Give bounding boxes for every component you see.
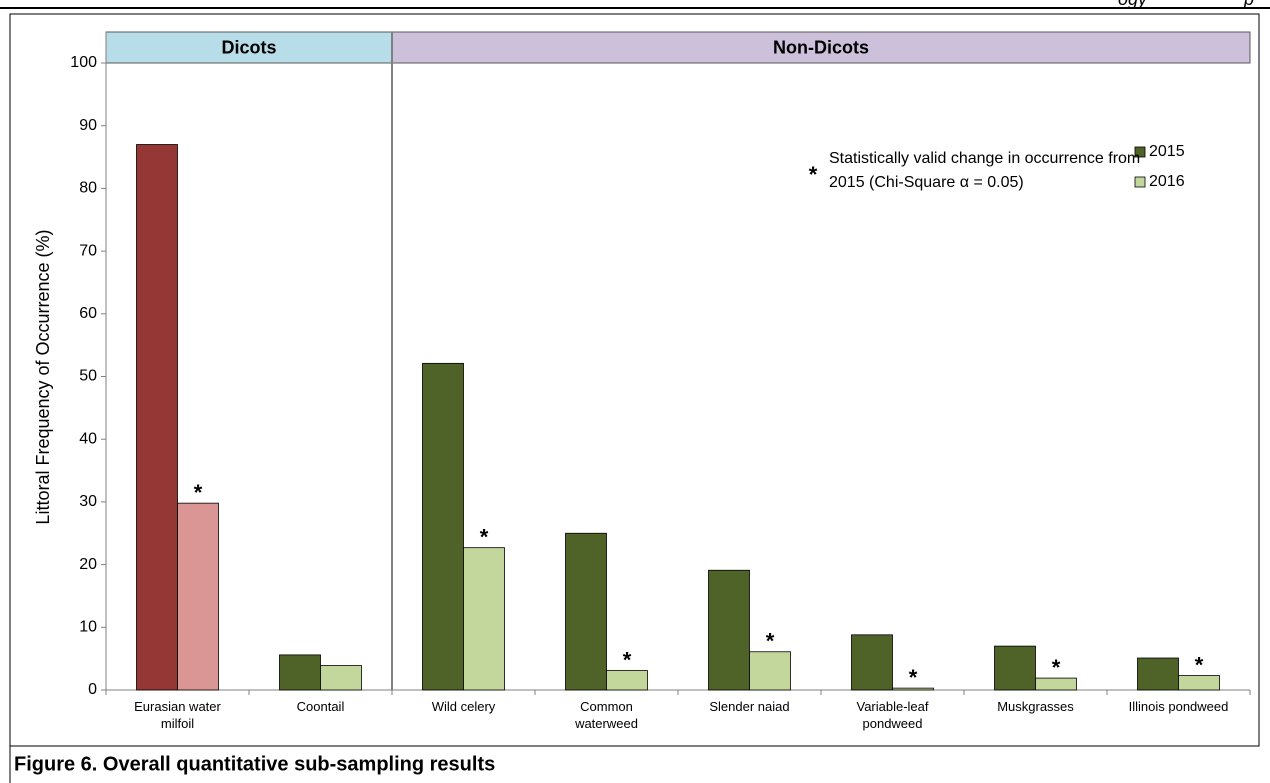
x-tick-label-line: Wild celery — [432, 699, 496, 714]
bar — [606, 670, 648, 691]
bar — [1178, 675, 1220, 691]
y-tick-label: 50 — [79, 368, 97, 385]
group-label: Dicots — [221, 37, 276, 57]
group-header — [105, 31, 393, 64]
group-header — [391, 31, 1251, 64]
legend-label: 2015 — [1149, 143, 1185, 160]
legend-swatch — [1134, 146, 1146, 158]
x-tick-label: Wild celery — [432, 699, 496, 714]
x-tick-label-line: milfoil — [161, 716, 194, 731]
bar — [136, 144, 178, 691]
bar — [749, 651, 791, 691]
x-tick-label-line: waterweed — [574, 716, 638, 731]
x-tick-label-line: Muskgrasses — [997, 699, 1074, 714]
bar — [851, 634, 893, 691]
significance-marker: * — [1052, 655, 1061, 680]
x-tick-label-line: Common — [580, 699, 633, 714]
y-tick-label: 80 — [79, 180, 97, 197]
bar — [177, 502, 219, 691]
bar — [279, 654, 321, 691]
significance-marker: * — [766, 629, 775, 654]
bar — [1137, 657, 1179, 691]
bar — [422, 362, 464, 691]
x-tick-label: Illinois pondweed — [1129, 699, 1229, 714]
x-tick-label-line: Illinois pondweed — [1129, 699, 1229, 714]
x-tick-label-line: Variable-leaf — [856, 699, 928, 714]
y-tick-label: 70 — [79, 242, 97, 259]
y-tick-label: 30 — [79, 493, 97, 510]
figure-frame — [9, 13, 1260, 747]
legend-marker: * — [809, 162, 818, 187]
significance-note: 2015 (Chi-Square α = 0.05) — [829, 174, 1024, 191]
bar — [565, 532, 607, 691]
bar — [708, 569, 750, 691]
significance-marker: * — [623, 647, 632, 672]
header-fragment: ogy — [1118, 0, 1148, 9]
y-axis-label: Littoral Frequency of Occurrence (%) — [33, 229, 53, 524]
y-tick-label: 90 — [79, 117, 97, 134]
bar — [994, 645, 1036, 691]
legend-label: 2016 — [1149, 173, 1185, 190]
y-tick-label: 10 — [79, 619, 97, 636]
legend-swatch — [1134, 176, 1146, 188]
y-tick-label: 0 — [88, 681, 97, 698]
x-tick-label: Slender naiad — [709, 699, 789, 714]
x-tick-label-line: Eurasian water — [134, 699, 221, 714]
significance-marker: * — [194, 480, 203, 505]
bar — [320, 665, 362, 691]
x-tick-label: Eurasian water milfoil — [134, 699, 221, 731]
caption: Figure 6. Overall quantitative sub-sampl… — [14, 753, 495, 775]
x-tick-label: Coontail — [297, 699, 345, 714]
group-label: Non-Dicots — [773, 37, 869, 57]
y-tick-label: 60 — [79, 305, 97, 322]
x-tick-label-line: pondweed — [863, 716, 923, 731]
x-tick-label: Muskgrasses — [997, 699, 1074, 714]
y-tick-label: 40 — [79, 430, 97, 447]
header-fragment: p — [1243, 0, 1254, 9]
significance-marker: * — [480, 524, 489, 549]
y-tick-label: 100 — [70, 54, 97, 71]
bar — [892, 687, 934, 691]
x-tick-label-line: Coontail — [297, 699, 345, 714]
x-tick-label: Variable-leaf pondweed — [856, 699, 928, 731]
x-tick-label: Common waterweed — [574, 699, 638, 731]
bar — [1035, 677, 1077, 691]
y-tick-label: 20 — [79, 556, 97, 573]
significance-marker: * — [909, 665, 918, 690]
significance-note: Statistically valid change in occurrence… — [829, 150, 1140, 167]
x-tick-label-line: Slender naiad — [709, 699, 789, 714]
bar — [463, 547, 505, 691]
significance-marker: * — [1195, 652, 1204, 677]
